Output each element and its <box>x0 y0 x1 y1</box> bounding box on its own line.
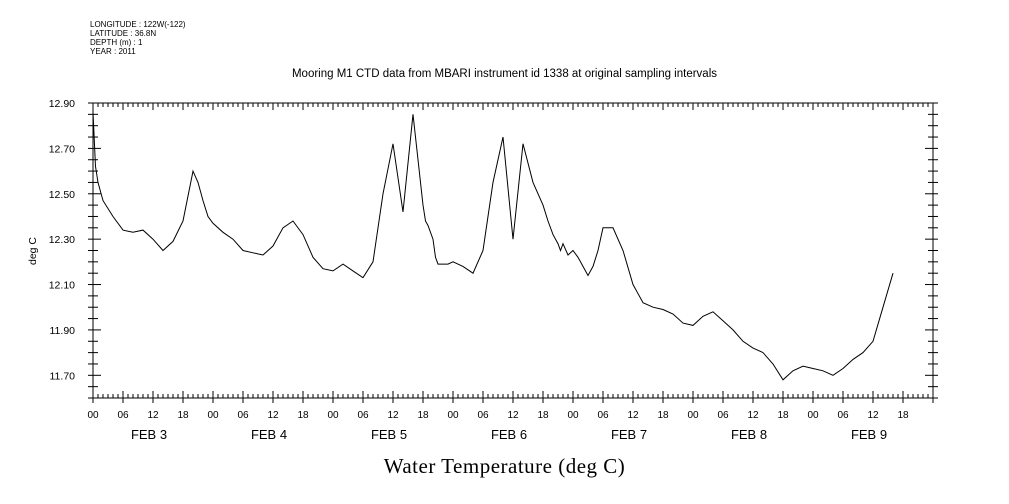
day-label: FEB 8 <box>731 427 767 442</box>
x-tick-label: 00 <box>567 410 579 421</box>
day-label: FEB 5 <box>371 427 407 442</box>
x-tick-label: 18 <box>417 410 429 421</box>
year-label: YEAR : 2011 <box>90 47 136 56</box>
x-tick-label: 00 <box>807 410 819 421</box>
x-tick-label: 06 <box>237 410 249 421</box>
y-tick-label: 12.10 <box>49 280 75 292</box>
x-tick-label: 18 <box>537 410 549 421</box>
y-tick-label: 12.70 <box>49 143 75 155</box>
latitude-label: LATITUDE : 36.8N <box>90 29 157 38</box>
x-tick-label: 00 <box>447 410 459 421</box>
x-tick-labels: 00 06 12 18 00 06 12 18 00 06 12 18 00 06 12 18 00 06 12 18… <box>87 410 909 421</box>
plot-frame <box>92 102 934 399</box>
x-tick-label: 18 <box>657 410 669 421</box>
x-tick-label: 06 <box>717 410 729 421</box>
x-tick-label: 00 <box>87 410 99 421</box>
y-tick-label: 12.90 <box>49 98 75 110</box>
x-tick-label: 06 <box>837 410 849 421</box>
depth-label: DEPTH (m) : 1 <box>90 38 143 47</box>
x-tick-label: 12 <box>867 410 879 421</box>
x-tick-label: 18 <box>297 410 309 421</box>
x-tick-label: 18 <box>777 410 789 421</box>
y-axis-label: deg C <box>27 237 39 265</box>
x-tick-label: 06 <box>117 410 129 421</box>
y-tick-label: 12.50 <box>49 189 75 201</box>
x-tick-label: 12 <box>387 410 399 421</box>
y-tick-label: 11.90 <box>50 325 76 337</box>
x-tick-label: 00 <box>207 410 219 421</box>
day-label: FEB 4 <box>251 427 287 442</box>
y-tick-label: 11.70 <box>50 370 76 382</box>
x-tick-label: 12 <box>147 410 159 421</box>
x-tick-label: 12 <box>267 410 279 421</box>
series-line-water-temperature <box>92 112 894 381</box>
x-axis-label: Water Temperature (deg C) <box>383 454 626 478</box>
x-tick-label: 18 <box>177 410 189 421</box>
x-tick-label: 12 <box>627 410 639 421</box>
x-tick-label: 06 <box>477 410 489 421</box>
metadata-block: LONGITUDE : 122W(-122) LATITUDE : 36.8N … <box>90 20 186 56</box>
x-tick-label: 12 <box>507 410 519 421</box>
day-label: FEB 9 <box>851 427 887 442</box>
x-tick-label: 12 <box>747 410 759 421</box>
x-tick-label: 00 <box>327 410 339 421</box>
y-tick-label: 12.30 <box>49 234 75 246</box>
day-label: FEB 6 <box>491 427 527 442</box>
x-tick-label: 18 <box>897 410 909 421</box>
day-labels: FEB 3 FEB 4 FEB 5 FEB 6 FEB 7 FEB 8 FEB 9 <box>131 427 887 442</box>
longitude-label: LONGITUDE : 122W(-122) <box>90 20 186 29</box>
x-tick-label: 06 <box>357 410 369 421</box>
x-tick-label: 06 <box>597 410 609 421</box>
x-tick-label: 00 <box>687 410 699 421</box>
chart-title: Mooring M1 CTD data from MBARI instrumen… <box>291 68 718 80</box>
y-tick-labels: 12.90 12.70 12.50 12.30 12.10 11.90 11.70 <box>49 98 75 382</box>
tick-marks <box>88 102 938 403</box>
day-label: FEB 7 <box>611 427 647 442</box>
day-label: FEB 3 <box>131 427 167 442</box>
